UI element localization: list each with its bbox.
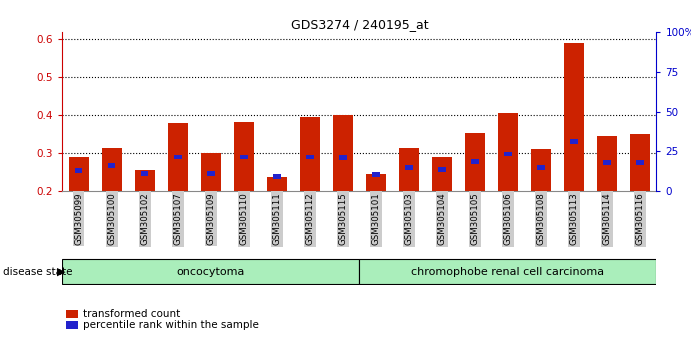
Bar	[564, 43, 584, 191]
Text: GSM305114: GSM305114	[603, 193, 612, 245]
Bar	[168, 123, 188, 191]
Bar	[498, 113, 518, 191]
Text: GSM305113: GSM305113	[569, 193, 578, 245]
Bar	[207, 171, 214, 176]
Bar	[531, 149, 551, 191]
Text: GSM305107: GSM305107	[173, 193, 182, 245]
Bar	[471, 159, 479, 164]
Text: disease state: disease state	[3, 267, 73, 277]
Text: GSM305112: GSM305112	[305, 193, 314, 245]
Bar	[366, 175, 386, 191]
Bar	[201, 153, 220, 191]
Text: GSM305104: GSM305104	[437, 193, 446, 245]
Bar	[141, 171, 149, 176]
Text: GSM305100: GSM305100	[107, 193, 116, 245]
Bar	[66, 321, 78, 329]
Text: percentile rank within the sample: percentile rank within the sample	[83, 320, 259, 330]
FancyBboxPatch shape	[62, 259, 359, 285]
Bar	[273, 174, 281, 179]
Bar	[465, 133, 485, 191]
Bar	[432, 157, 452, 191]
Bar	[75, 168, 82, 173]
Text: GSM305108: GSM305108	[536, 193, 545, 245]
Bar	[135, 170, 155, 191]
FancyBboxPatch shape	[359, 259, 656, 285]
Text: GSM305102: GSM305102	[140, 193, 149, 245]
Text: GSM305110: GSM305110	[239, 193, 248, 245]
Bar	[399, 148, 419, 191]
Text: GSM305103: GSM305103	[404, 193, 413, 245]
Bar	[504, 152, 511, 156]
Bar	[636, 160, 644, 165]
Bar	[372, 172, 379, 177]
Text: GSM305106: GSM305106	[503, 193, 513, 245]
Bar	[405, 165, 413, 170]
Bar	[240, 155, 247, 160]
Text: chromophobe renal cell carcinoma: chromophobe renal cell carcinoma	[411, 267, 605, 277]
Text: transformed count: transformed count	[83, 309, 180, 319]
Bar	[333, 115, 352, 191]
Text: GSM305116: GSM305116	[636, 193, 645, 245]
Bar	[102, 148, 122, 191]
Text: GSM305109: GSM305109	[206, 193, 216, 245]
Text: GSM305105: GSM305105	[471, 193, 480, 245]
Bar	[108, 163, 115, 168]
Bar	[300, 117, 320, 191]
Bar	[597, 136, 617, 191]
Bar	[570, 139, 578, 144]
Bar	[630, 134, 650, 191]
Text: GSM305111: GSM305111	[272, 193, 281, 245]
Text: GSM305115: GSM305115	[339, 193, 348, 245]
Bar	[234, 122, 254, 191]
Bar	[339, 155, 347, 160]
Bar	[438, 167, 446, 172]
Bar	[537, 165, 545, 170]
Text: GSM305101: GSM305101	[371, 193, 380, 245]
Bar	[306, 155, 314, 160]
Bar	[69, 157, 88, 191]
Bar	[66, 310, 78, 318]
Text: ▶: ▶	[57, 267, 66, 277]
Title: GDS3274 / 240195_at: GDS3274 / 240195_at	[290, 18, 428, 31]
Bar	[267, 177, 287, 191]
Bar	[174, 155, 182, 160]
Bar	[603, 160, 611, 165]
Text: GSM305099: GSM305099	[74, 193, 83, 245]
Text: oncocytoma: oncocytoma	[177, 267, 245, 277]
